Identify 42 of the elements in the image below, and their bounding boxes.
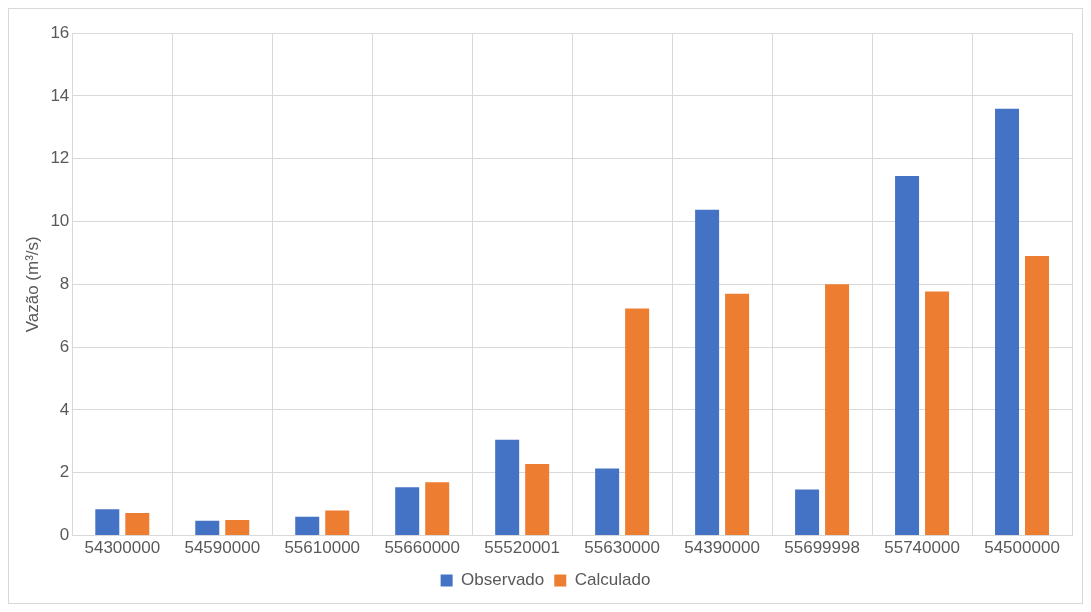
- bar: [225, 519, 250, 536]
- bar: [695, 209, 720, 536]
- bar: [925, 291, 950, 536]
- y-tick-label: 0: [59, 525, 70, 545]
- bar: [525, 463, 550, 536]
- bar: [125, 512, 150, 536]
- y-axis-title: Vazão (m³/s): [22, 236, 42, 333]
- bar: [895, 175, 920, 536]
- bar: [295, 516, 320, 536]
- y-tick-label: 14: [50, 85, 70, 105]
- bar: [725, 293, 750, 536]
- x-tick-label: 54390000: [684, 538, 760, 558]
- y-tick-label: 16: [50, 22, 70, 42]
- x-tick-label: 55610000: [284, 538, 361, 558]
- x-tick-label: 55660000: [384, 538, 461, 558]
- bar: [825, 284, 850, 536]
- bar: [425, 482, 450, 536]
- x-tick-label: 55520001: [484, 538, 560, 558]
- bar: [495, 439, 520, 536]
- x-tick-label: 54500000: [984, 538, 1060, 558]
- x-tick-label: 54590000: [184, 538, 261, 558]
- y-tick-label: 10: [50, 211, 70, 231]
- bar: [1025, 256, 1050, 536]
- bar: [95, 509, 120, 536]
- y-tick-label: 8: [59, 273, 70, 293]
- bar: [625, 308, 650, 536]
- bar: [795, 489, 820, 536]
- bar: [995, 108, 1020, 536]
- bar: [395, 487, 420, 536]
- legend-label: Calculado: [574, 570, 651, 590]
- y-tick-label: 2: [59, 462, 70, 482]
- bar: [595, 468, 620, 536]
- legend-label: Observado: [461, 570, 545, 590]
- x-tick-label: 54300000: [84, 538, 161, 558]
- x-tick-label: 55699998: [784, 538, 860, 558]
- bar: [195, 520, 220, 536]
- y-tick-label: 12: [50, 148, 70, 168]
- x-tick-label: 55630000: [584, 538, 660, 558]
- y-tick-label: 6: [59, 336, 70, 356]
- bar: [325, 510, 350, 536]
- y-tick-label: 4: [59, 399, 70, 419]
- x-tick-label: 55740000: [884, 538, 960, 558]
